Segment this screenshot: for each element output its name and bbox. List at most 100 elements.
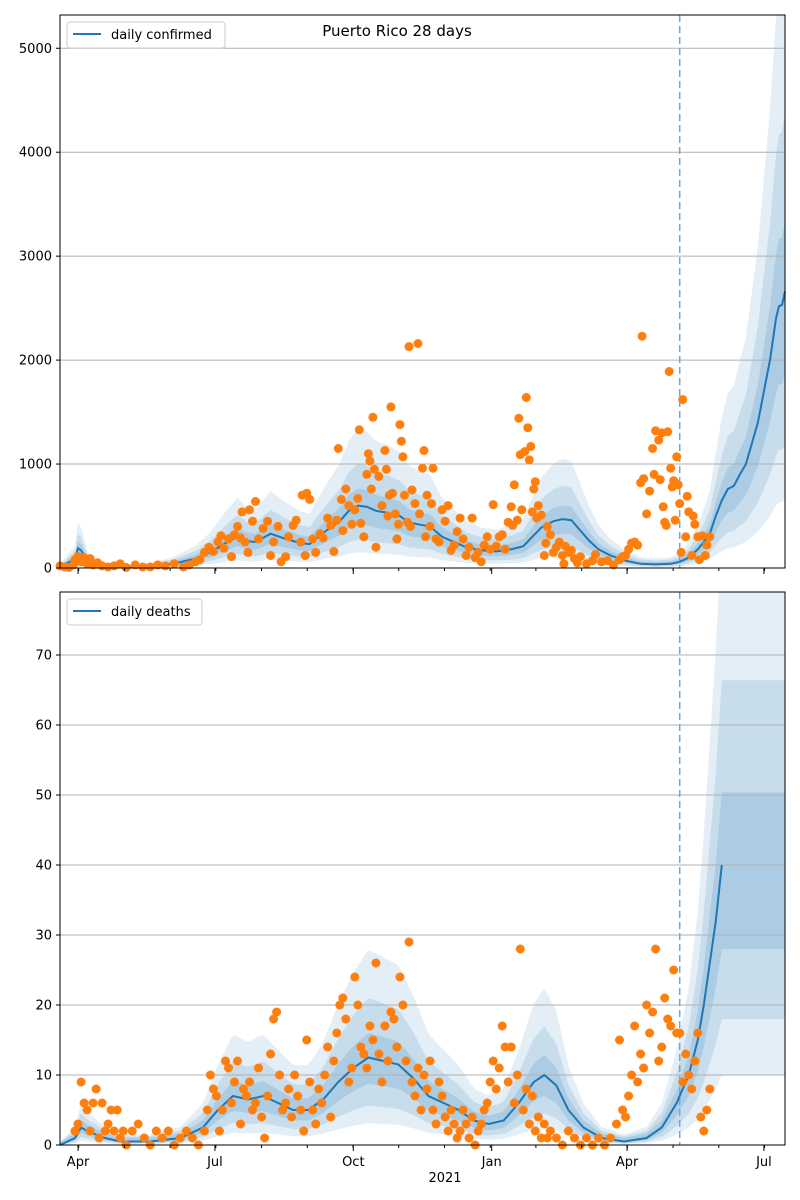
legend-label-confirmed: daily confirmed [111, 28, 212, 43]
observed-point [91, 1084, 101, 1094]
observed-point [115, 1133, 125, 1143]
observed-point [488, 500, 498, 510]
observed-point [491, 1084, 501, 1094]
observed-point [272, 1007, 282, 1017]
observed-point [705, 1084, 715, 1094]
observed-point [390, 509, 400, 519]
confirmed-legend: daily confirmed [66, 21, 226, 49]
observed-point [368, 1035, 378, 1045]
observed-point [389, 1014, 399, 1024]
observed-point [681, 1049, 691, 1059]
observed-point [214, 1126, 224, 1136]
observed-point [541, 538, 551, 548]
credible-band [60, 220, 785, 568]
observed-point [630, 1021, 640, 1031]
observed-point [350, 972, 360, 982]
observed-point [482, 532, 492, 542]
observed-point [648, 444, 658, 453]
observed-point [520, 447, 530, 457]
observed-point [506, 1042, 516, 1052]
observed-point [404, 937, 414, 947]
observed-point [400, 490, 409, 500]
deaths-panel: 0 10 20 30 40 50 60 70 Apr Jul Oct Jan Apr Jul daily… [35, 591, 786, 1186]
observed-point [169, 559, 179, 569]
observed-point [354, 425, 364, 435]
observed-point [687, 1084, 697, 1094]
observed-point [341, 484, 351, 494]
observed-point [527, 1091, 537, 1101]
observed-point [633, 540, 643, 550]
observed-point [323, 1042, 333, 1052]
observed-point [512, 515, 522, 525]
observed-point [216, 531, 226, 541]
observed-point [335, 1000, 345, 1010]
observed-point [526, 441, 536, 451]
observed-point [521, 393, 531, 402]
observed-point [559, 559, 569, 569]
observed-point [359, 1049, 369, 1059]
observed-point [248, 1105, 257, 1115]
observed-point [515, 944, 525, 954]
observed-point [88, 1098, 98, 1108]
observed-point [705, 532, 715, 542]
deaths-y-axis: 0 10 20 30 40 50 60 70 [35, 649, 60, 1154]
observed-point [393, 519, 403, 529]
observed-point [94, 1133, 104, 1143]
observed-point [248, 516, 257, 526]
observed-point [527, 507, 537, 517]
observed-point [633, 1077, 643, 1087]
observed-point [239, 1084, 248, 1094]
observed-point [332, 515, 342, 525]
observed-point [452, 527, 462, 537]
observed-point [381, 464, 391, 474]
x-tick-label: Jul [755, 1155, 772, 1170]
observed-point [702, 1105, 712, 1115]
observed-point [427, 499, 436, 509]
observed-point [696, 1112, 706, 1122]
observed-point [383, 511, 393, 521]
observed-point [258, 524, 268, 533]
observed-point [539, 551, 549, 560]
observed-point [512, 1070, 522, 1080]
observed-point [266, 1049, 276, 1059]
observed-point [482, 1098, 492, 1108]
observed-point [514, 413, 524, 423]
x-tick-label: Jul [206, 1155, 223, 1170]
y-tick-label: 30 [35, 929, 52, 944]
observed-point [415, 509, 424, 519]
observed-point [320, 1070, 330, 1080]
observed-point [260, 1133, 270, 1143]
observed-point [240, 537, 250, 547]
observed-point [401, 1056, 411, 1066]
observed-point [296, 1105, 306, 1115]
observed-point [440, 516, 450, 526]
observed-point [497, 530, 507, 540]
observed-point [664, 367, 674, 376]
observed-point [464, 1133, 474, 1143]
observed-point [205, 1070, 215, 1080]
observed-point [654, 1056, 664, 1066]
observed-point [551, 1133, 561, 1143]
observed-point [467, 513, 477, 523]
observed-point [371, 958, 381, 968]
observed-point [386, 1007, 396, 1017]
observed-point [582, 1133, 591, 1143]
observed-point [302, 1035, 312, 1045]
observed-point [407, 1077, 417, 1087]
observed-point [443, 1126, 453, 1136]
observed-point [365, 1021, 375, 1031]
observed-point [130, 560, 140, 570]
observed-point [422, 490, 432, 500]
observed-point [461, 551, 471, 560]
observed-point [305, 494, 315, 504]
observed-point [233, 1056, 242, 1066]
observed-point [410, 1091, 420, 1101]
observed-point [208, 546, 218, 556]
observed-point [675, 1028, 685, 1038]
observed-point [431, 1119, 441, 1129]
observed-point [684, 1070, 694, 1080]
observed-point [670, 515, 680, 525]
observed-point [82, 1105, 92, 1115]
x-tick-label: Jan [481, 1155, 502, 1170]
